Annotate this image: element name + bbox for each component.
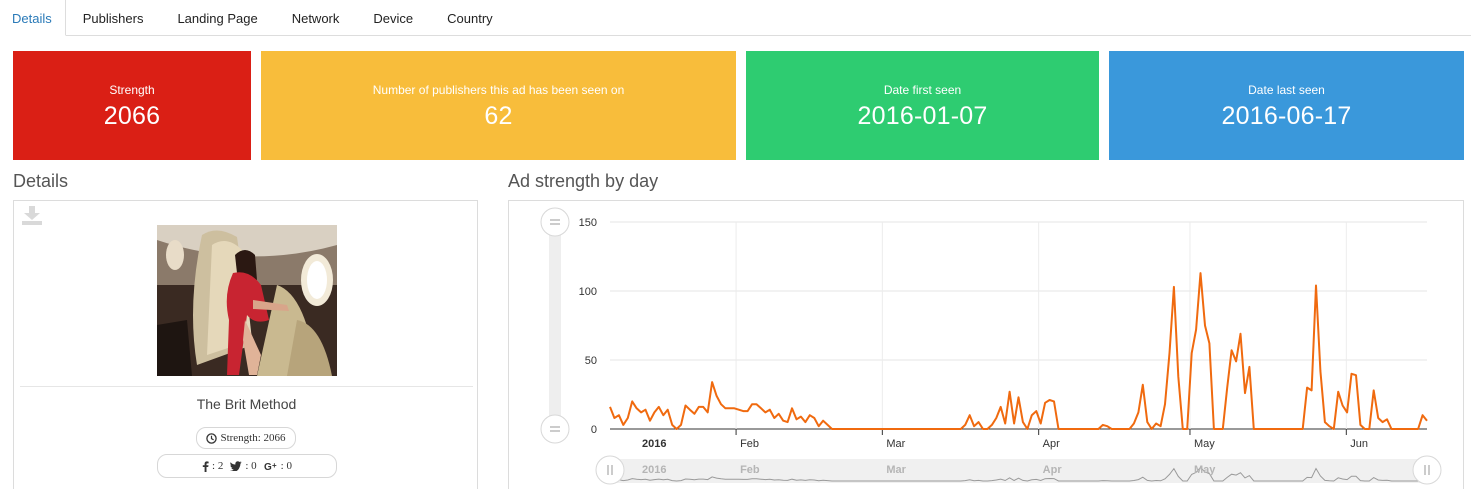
x-tick-label: Jun (1350, 438, 1368, 450)
twitter-icon (230, 461, 242, 471)
strength-tile-value: 2066 (103, 102, 161, 130)
y-tick-label: 0 (591, 424, 597, 436)
first-seen-tile-value: 2016-01-07 (857, 102, 988, 130)
y-range-track[interactable] (549, 222, 561, 429)
last-seen-tile-value: 2016-06-17 (1221, 102, 1352, 130)
y-tick-label: 100 (579, 286, 597, 298)
navigator-label: Apr (1043, 464, 1063, 476)
chart-canvas: 0 50 100 150 2016 Feb Mar Apr May Jun 2016 Feb Mar Ap… (540, 207, 1442, 485)
svg-text:+: + (272, 461, 277, 470)
strength-tile-label: Strength (109, 83, 155, 97)
publishers-tile-label: Number of publishers this ad has been se… (372, 83, 625, 97)
publishers-tile: Number of publishers this ad has been se… (261, 51, 736, 160)
details-heading: Details (13, 171, 69, 191)
x-tick-label: May (1194, 438, 1215, 450)
y-range-handle-top[interactable] (540, 207, 570, 237)
ad-image (157, 225, 337, 376)
ad-title: The Brit Method (196, 396, 297, 412)
chart-heading: Ad strength by day (508, 171, 659, 191)
strength-badge: Strength: 2066 (196, 427, 296, 449)
y-range-handle-bottom[interactable] (540, 414, 570, 444)
x-tick-label: Apr (1043, 438, 1060, 450)
tab-network[interactable]: Network (291, 11, 340, 26)
first-seen-tile-label: Date first seen (883, 83, 962, 97)
download-icon[interactable] (21, 205, 43, 225)
clock-icon (206, 432, 218, 444)
x-tick-label: Mar (886, 438, 905, 450)
first-seen-tile: Date first seen 2016-01-07 (746, 51, 1099, 160)
facebook-count: : 2 (212, 460, 224, 472)
tab-device[interactable]: Device (373, 11, 414, 26)
last-seen-tile-label: Date last seen (1248, 83, 1325, 97)
google-plus-count: : 0 (280, 460, 292, 472)
facebook-icon (202, 460, 209, 472)
publishers-tile-value: 62 (484, 102, 513, 130)
navigator-label: May (1194, 464, 1216, 476)
details-panel: The Brit Method Strength: 2066 : 2 : 0 G… (13, 200, 478, 489)
navigator-label: 2016 (642, 464, 666, 476)
navigator-label: Mar (886, 464, 906, 476)
ad-strength-chart: 0 50 100 150 2016 Feb Mar Apr May Jun 2016 Feb Mar Ap… (508, 200, 1464, 489)
strength-tile: Strength 2066 (13, 51, 251, 160)
navigator-series (609, 466, 1428, 482)
last-seen-tile: Date last seen 2016-06-17 (1109, 51, 1464, 160)
y-tick-label: 50 (585, 355, 597, 367)
navigator-handle-left[interactable] (595, 455, 625, 485)
tab-publishers[interactable]: Publishers (82, 11, 144, 26)
social-counts: : 2 : 0 G + : 0 (157, 454, 337, 478)
tab-country[interactable]: Country (447, 11, 493, 26)
navigator-label: Feb (740, 464, 760, 476)
google-plus-icon: G + (264, 461, 277, 471)
details-separator (20, 386, 473, 387)
navigator-handle-right[interactable] (1412, 455, 1442, 485)
x-tick-label: Feb (740, 438, 759, 450)
tab-landing-page[interactable]: Landing Page (177, 11, 258, 26)
tab-bar: Details Publishers Landing Page Network … (0, 0, 1471, 36)
x-tick-label: 2016 (642, 438, 666, 450)
y-tick-label: 150 (579, 217, 597, 229)
series-line (609, 272, 1428, 430)
svg-text:G: G (264, 462, 272, 471)
twitter-count: : 0 (245, 460, 257, 472)
tab-details[interactable]: Details (0, 0, 66, 36)
strength-badge-label: Strength: 2066 (220, 432, 286, 444)
